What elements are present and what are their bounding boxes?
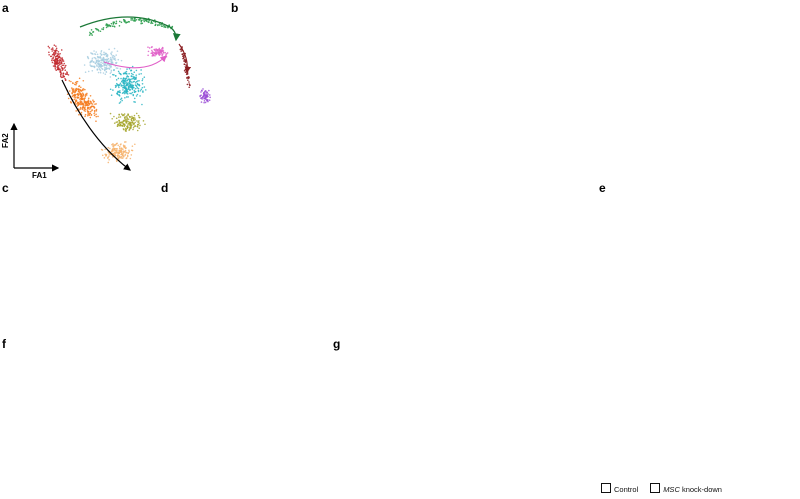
fa-scatter-plot: FA1 FA2: [1, 16, 211, 180]
svg-text:FA1: FA1: [32, 171, 47, 180]
panel-letter-c: c: [2, 181, 9, 195]
knockdown-swatch: [650, 483, 661, 493]
panel-letter-g: g: [333, 337, 341, 351]
svg-text:FA2: FA2: [1, 133, 10, 148]
panel-letter-e: e: [599, 181, 606, 195]
pitx1-violin-plots: [598, 178, 800, 336]
marker-gene-dotplot: [228, 0, 800, 182]
legend-knockdown: MSC knock-down: [650, 483, 722, 494]
ratio-stacked-area-chart: [0, 178, 164, 336]
panel-letter-d: d: [161, 181, 169, 195]
panel-letter-b: b: [231, 1, 239, 15]
immunofluorescence-grid: [0, 335, 332, 499]
tf-activity-heatmap: [158, 178, 620, 336]
control-swatch: [601, 483, 611, 493]
panel-letter-f: f: [2, 337, 6, 351]
bar-chart-legend: Control MSC knock-down: [601, 483, 722, 494]
legend-control: Control: [601, 483, 638, 494]
panel-letter-a: a: [2, 1, 9, 15]
